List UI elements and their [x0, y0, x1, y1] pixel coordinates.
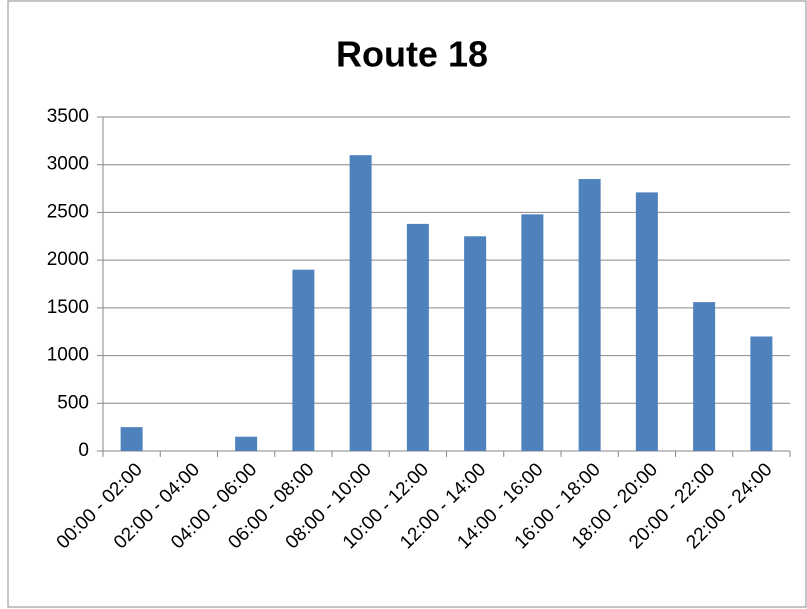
bar: [406, 223, 429, 451]
bar: [635, 192, 658, 452]
y-tick-label: 2000: [47, 249, 89, 270]
bar: [693, 302, 716, 451]
bar: [349, 155, 372, 451]
y-tick-label: 500: [57, 392, 89, 413]
bar: [578, 179, 601, 451]
y-tick-label: 3000: [47, 154, 89, 175]
bar: [235, 436, 258, 451]
bar: [464, 236, 487, 451]
bar: [120, 427, 143, 451]
y-tick-label: 0: [78, 440, 89, 461]
y-tick-label: 3500: [47, 106, 89, 127]
y-tick-label: 1500: [47, 297, 89, 318]
y-tick-label: 2500: [47, 201, 89, 222]
bar: [750, 336, 773, 451]
chart-title: Route 18: [336, 34, 488, 75]
bar: [292, 269, 315, 451]
bar: [521, 214, 544, 451]
y-tick-label: 1000: [47, 345, 89, 366]
